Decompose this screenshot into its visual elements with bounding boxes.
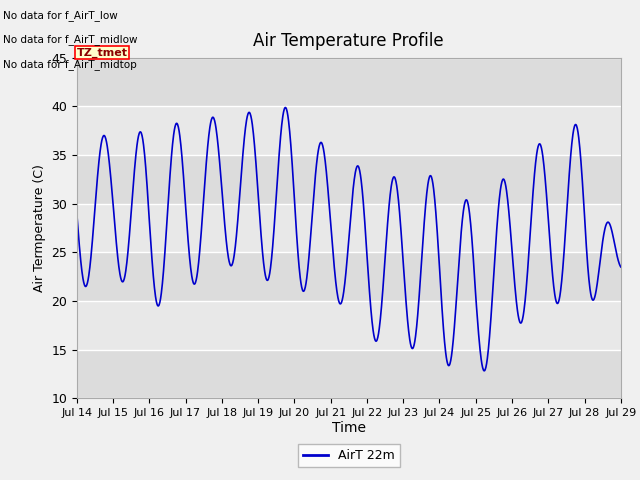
Y-axis label: Air Termperature (C): Air Termperature (C) [33,164,45,292]
Text: TZ_tmet: TZ_tmet [77,48,128,58]
Title: Air Temperature Profile: Air Temperature Profile [253,33,444,50]
X-axis label: Time: Time [332,421,366,435]
Bar [77,301,621,350]
Bar [77,106,621,155]
Bar [77,252,621,301]
Legend: AirT 22m: AirT 22m [298,444,399,467]
Text: No data for f_AirT_low: No data for f_AirT_low [3,10,118,21]
Text: No data for f_AirT_midlow: No data for f_AirT_midlow [3,35,138,46]
Bar [77,204,621,252]
Bar [77,155,621,204]
Text: No data for f_AirT_midtop: No data for f_AirT_midtop [3,60,137,71]
Bar [77,350,621,398]
Bar [77,58,621,106]
